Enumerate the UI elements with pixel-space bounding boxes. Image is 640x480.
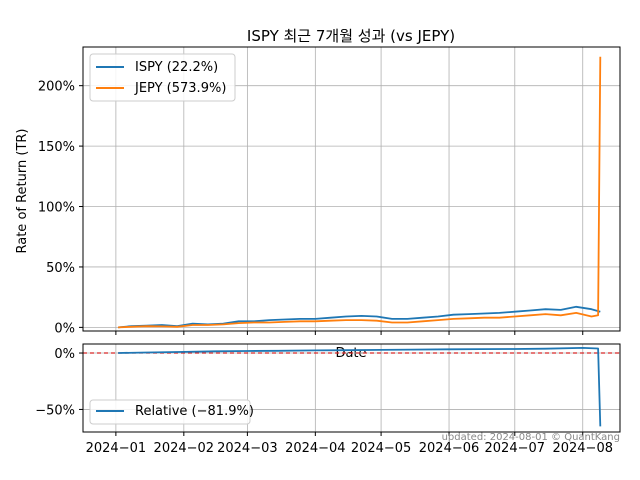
chart-title: ISPY 최근 7개월 성과 (vs JEPY)	[247, 27, 455, 45]
legend-relative: Relative (−81.9%)	[135, 404, 254, 419]
relative-series-line	[118, 346, 602, 427]
x-tick-label: 2024−07	[485, 441, 546, 456]
footer-text: updated: 2024-08-01 © QuantKang	[442, 432, 620, 443]
top-series-lines	[118, 56, 602, 329]
x-tick-label: 2024−02	[154, 441, 215, 456]
legend-ispy: ISPY (22.2%)	[135, 60, 218, 75]
x-tick-label: 2024−06	[419, 441, 480, 456]
bottom-axes-frame	[82, 343, 621, 433]
x-ticks: 2024−01 2024−02 2024−03 2024−04 2024−05 2024−…	[86, 331, 613, 456]
bottom-y-ticks: 0% −50%	[35, 347, 83, 418]
top-y-ticks: 0% 50% 100% 150% 200%	[38, 80, 83, 336]
x-tick-label: 2024−05	[351, 441, 412, 456]
x-tick-label: 2024−08	[552, 441, 613, 456]
legend-jepy: JEPY (573.9%)	[134, 81, 226, 96]
x-tick-label: 2024−01	[86, 441, 147, 456]
top-axes-frame	[82, 46, 621, 332]
x-tick-label: 2024−04	[285, 441, 346, 456]
bottom-series-lines	[83, 346, 620, 427]
top-legend: ISPY (22.2%) JEPY (573.9%)	[89, 53, 236, 102]
bottom-y-tick-label: −50%	[35, 403, 75, 418]
y-axis-label: Rate of Return (TR)	[15, 129, 30, 254]
top-y-tick-label: 150%	[38, 140, 75, 155]
series-line-1	[118, 56, 602, 329]
top-y-tick-label: 50%	[46, 261, 75, 276]
bottom-y-tick-label: 0%	[54, 347, 75, 362]
x-tick-label: 2024−03	[217, 441, 278, 456]
top-y-tick-label: 200%	[38, 80, 75, 95]
series-line-0	[118, 305, 601, 329]
top-y-tick-label: 0%	[54, 321, 75, 336]
top-y-tick-label: 100%	[38, 201, 75, 216]
bottom-legend: Relative (−81.9%)	[89, 399, 254, 425]
